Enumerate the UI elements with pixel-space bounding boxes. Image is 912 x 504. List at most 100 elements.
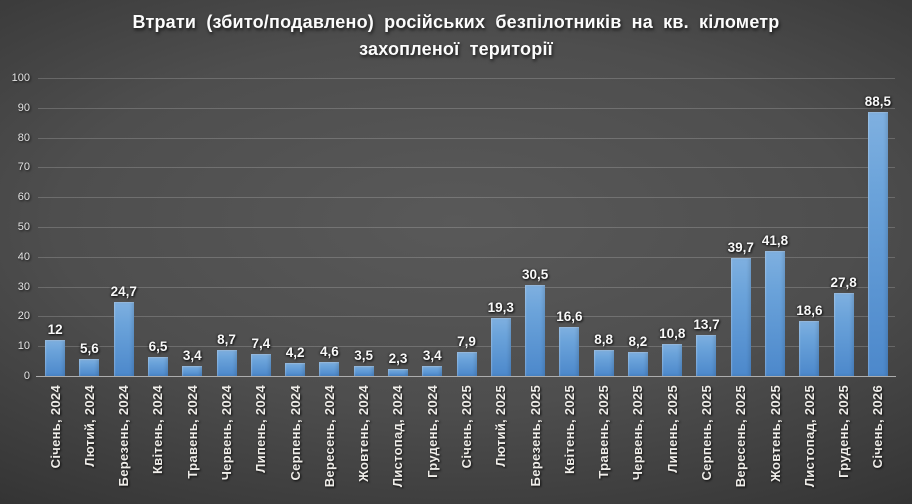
- bar-value-label: 3,5: [354, 348, 374, 363]
- category-label: Січень, 2025: [449, 385, 483, 468]
- category-label: Лютий, 2025: [484, 385, 518, 467]
- bar-value-label: 30,5: [521, 267, 549, 282]
- y-axis: 0 10 20 30 40 50 60 70 80 90 100: [0, 72, 30, 382]
- category-label: Вересень, 2024: [312, 385, 346, 487]
- gridline-10: [38, 346, 895, 348]
- bar-value-label: 7,4: [251, 336, 271, 351]
- category-label: Січень, 2024: [38, 385, 72, 468]
- category-label: Жовтень, 2024: [347, 385, 381, 482]
- bar-column: 12 Січень, 2024: [38, 78, 72, 502]
- bar: [765, 251, 786, 376]
- bar-column: 7,4 Липень, 2024: [244, 78, 278, 502]
- chart-title-line-1: Втрати (збито/подавлено) російських безп…: [132, 12, 780, 32]
- category-label-text: Січень, 2025: [459, 385, 475, 469]
- category-label-text: Січень, 2026: [870, 385, 886, 469]
- bar-column: 88,5 Січень, 2026: [861, 78, 895, 502]
- bar-column: 3,4 Травень, 2024: [175, 78, 209, 502]
- bar-value-label: 24,7: [110, 284, 137, 299]
- y-axis-label-30: 30: [17, 280, 30, 293]
- y-axis-label-70: 70: [17, 161, 30, 174]
- chart-title-line-2: захопленої території: [359, 39, 553, 59]
- bar: [867, 112, 888, 376]
- bar-column: 5,6 Лютий, 2024: [72, 78, 106, 502]
- bar-column: 2,3 Листопад, 2024: [381, 78, 415, 502]
- bar-column: 4,6 Вересень, 2024: [312, 78, 346, 502]
- category-label-text: Листопад, 2025: [801, 385, 817, 488]
- gridline-70: [38, 167, 895, 169]
- bar: [799, 321, 820, 376]
- category-label-text: Березень, 2025: [527, 385, 543, 487]
- bar: [627, 352, 648, 376]
- bar-value-label: 5,6: [80, 341, 99, 356]
- bar-value-label: 41,8: [761, 233, 789, 248]
- bar-column: 41,8 Жовтень, 2025: [758, 78, 792, 502]
- bar-value-label: 8,7: [217, 332, 236, 347]
- bar: [319, 362, 340, 376]
- category-label: Квітень, 2024: [141, 385, 175, 474]
- category-label: Вересень, 2025: [724, 385, 758, 487]
- category-label: Січень, 2026: [861, 385, 895, 468]
- chart-title: Втрати (збито/подавлено) російських безп…: [0, 9, 912, 63]
- bar: [833, 293, 854, 376]
- category-label: Серпень, 2024: [278, 385, 312, 481]
- bar: [353, 366, 374, 376]
- bar-value-label: 6,5: [148, 339, 168, 354]
- bar: [250, 354, 271, 376]
- category-label: Червень, 2024: [209, 385, 243, 480]
- y-axis-label-100: 100: [11, 72, 30, 84]
- bar-column: 8,7 Червень, 2024: [209, 78, 243, 502]
- bar-value-label: 88,5: [864, 94, 892, 109]
- bar-column: 6,5 Квітень, 2024: [141, 78, 175, 502]
- gridline-80: [38, 137, 895, 139]
- category-label-text: Вересень, 2025: [733, 385, 749, 488]
- bar: [525, 285, 546, 376]
- bar-column: 24,7 Березень, 2024: [107, 78, 141, 502]
- bar: [456, 352, 477, 376]
- bar-value-label: 16,6: [556, 309, 583, 324]
- bar-column: 3,4 Грудень, 2024: [415, 78, 449, 502]
- bar: [490, 318, 511, 376]
- category-label: Лютий, 2024: [72, 385, 106, 467]
- bar-value-label: 19,3: [487, 300, 514, 315]
- gridline-40: [38, 256, 895, 258]
- category-label-text: Березень, 2024: [116, 385, 132, 487]
- bar-value-label: 2,3: [388, 351, 408, 366]
- category-label: Травень, 2025: [587, 385, 621, 479]
- category-label-text: Грудень, 2025: [836, 385, 852, 478]
- bar-value-label: 7,9: [457, 334, 476, 349]
- category-label: Жовтень, 2025: [758, 385, 792, 482]
- bar-value-label: 8,2: [628, 334, 648, 349]
- y-axis-label-40: 40: [17, 250, 30, 263]
- bar-value-label: 18,6: [796, 303, 823, 318]
- category-label: Грудень, 2025: [826, 385, 860, 478]
- bar: [79, 359, 100, 376]
- bar-column: 10,8 Липень, 2025: [655, 78, 689, 502]
- bar: [559, 327, 580, 376]
- bar-value-label: 3,4: [422, 348, 442, 363]
- bar-value-label: 12: [47, 322, 63, 337]
- category-label: Березень, 2025: [518, 385, 552, 486]
- x-axis-line: [36, 376, 896, 377]
- bar: [216, 350, 237, 376]
- category-label: Листопад, 2025: [792, 385, 826, 487]
- bar: [593, 350, 614, 376]
- bar: [182, 366, 203, 376]
- y-axis-label-60: 60: [17, 191, 30, 204]
- category-label-text: Квітень, 2025: [561, 385, 577, 475]
- category-label-text: Лютий, 2024: [81, 385, 97, 467]
- category-label-text: Серпень, 2025: [698, 385, 714, 481]
- bar: [113, 302, 134, 376]
- bar: [147, 357, 168, 376]
- bar-value-label: 4,6: [320, 344, 339, 359]
- category-label-text: Серпень, 2024: [287, 385, 303, 481]
- bar-value-label: 39,7: [727, 240, 754, 255]
- category-label: Липень, 2024: [244, 385, 278, 473]
- y-axis-label-10: 10: [17, 340, 30, 353]
- bar-value-label: 4,2: [285, 345, 305, 360]
- category-label: Червень, 2025: [621, 385, 655, 480]
- bar-column: 16,6 Квітень, 2025: [552, 78, 586, 502]
- bar-column: 3,5 Жовтень, 2024: [347, 78, 381, 502]
- bar: [662, 344, 683, 376]
- y-axis-label-80: 80: [17, 131, 30, 144]
